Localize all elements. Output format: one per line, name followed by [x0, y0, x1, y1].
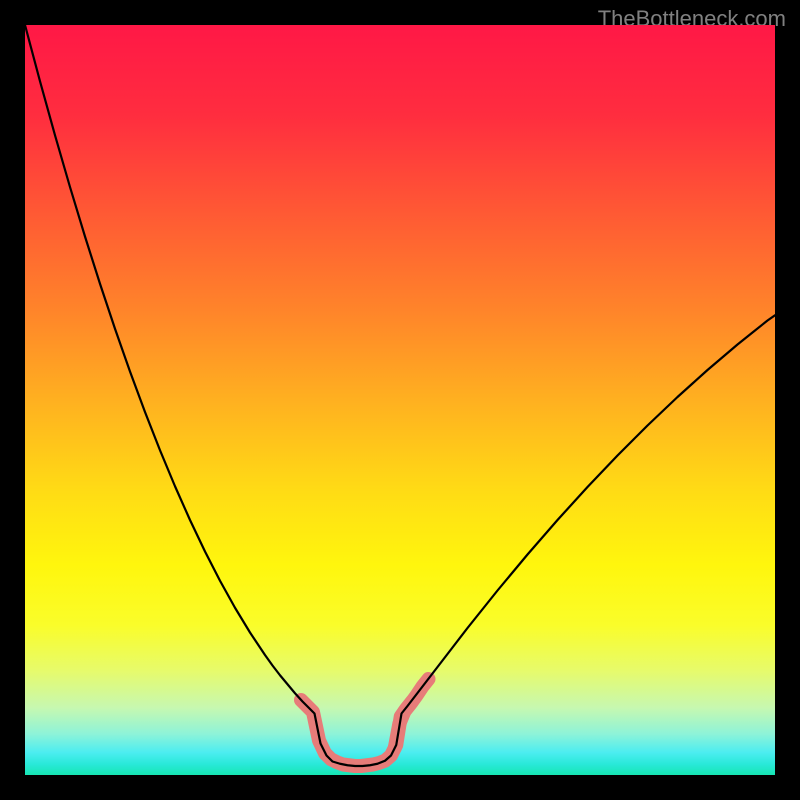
plot-area: [25, 25, 775, 775]
chart-frame: TheBottleneck.com: [0, 0, 800, 800]
chart-svg: [25, 25, 775, 775]
gradient-background: [25, 25, 775, 775]
